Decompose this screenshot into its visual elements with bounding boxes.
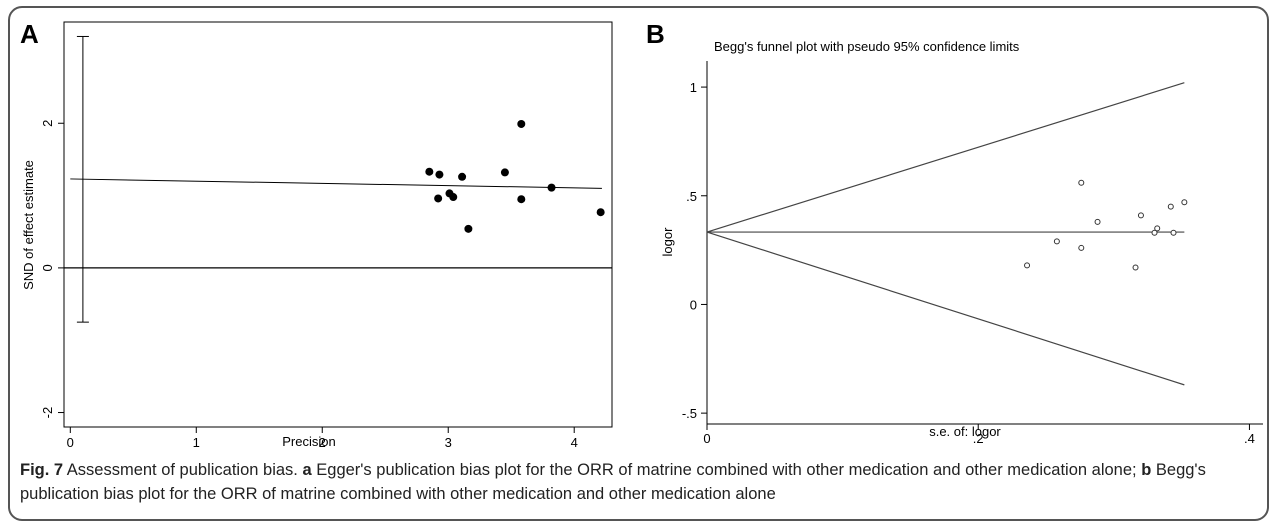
panel-a-x-axis-label: Precision	[282, 434, 335, 449]
caption-a-label: a	[302, 461, 312, 479]
figure-caption: Fig. 7 Assessment of publication bias. a…	[20, 458, 1265, 506]
caption-b-text: Begg's publication bias plot for the ORR…	[20, 461, 1206, 503]
panel-b-data-point	[1167, 203, 1174, 210]
panel-a-axes: 0 1 2 3 4 -2 0 2	[40, 120, 578, 450]
panel-a-data-point	[517, 195, 526, 204]
panel-b-y-tick-label: 1	[690, 80, 697, 95]
panel-b-data-point	[1132, 264, 1139, 271]
panel-a-points	[425, 119, 605, 233]
panel-b-lines	[706, 82, 1185, 386]
panel-a-plot-area	[63, 21, 613, 428]
panel-a-data-point	[449, 193, 458, 202]
panel-a-data-point	[434, 194, 443, 203]
figure-frame	[8, 6, 1269, 521]
panel-a-data-point	[425, 167, 434, 176]
caption-a-text: Egger's publication bias plot for the OR…	[311, 461, 1142, 479]
panel-b-x-tick-label: 0	[703, 431, 710, 446]
panel-b-title: Begg's funnel plot with pseudo 95% confi…	[714, 39, 1020, 54]
panel-b-lower-limit	[706, 231, 1185, 386]
panel-b-y-tick-label: .5	[686, 189, 697, 204]
panel-b-data-point	[1181, 199, 1188, 206]
panel-b-upper-limit	[706, 82, 1185, 233]
panel-a-data-point	[517, 119, 526, 128]
panel-a-regression-line	[70, 178, 602, 189]
panel-a-data-point	[435, 170, 444, 179]
panel-b-x-tick-label: .4	[1244, 431, 1255, 446]
panel-a-y-tick-label: 2	[40, 120, 55, 127]
panel-a-letter: A	[20, 19, 39, 49]
panel-a-x-tick-label: 1	[193, 435, 200, 450]
panel-a-x-tick-label: 3	[445, 435, 452, 450]
panel-b-y-axis-label: logor	[660, 227, 675, 257]
panel-b-data-point	[1094, 218, 1101, 225]
caption-title: Assessment of publication bias.	[63, 461, 303, 479]
caption-b-label: b	[1141, 461, 1152, 479]
caption-fig-label: Fig. 7	[20, 461, 64, 479]
panel-a-y-tick-label: -2	[40, 407, 55, 419]
panel-a-data-point	[458, 172, 467, 181]
panel-b-data-point	[1024, 262, 1031, 269]
panel-b-data-point	[1154, 225, 1161, 232]
panel-a-data-point	[596, 208, 605, 217]
panel-b-data-point	[1078, 179, 1085, 186]
panel-a-x-tick-label: 0	[67, 435, 74, 450]
panel-a-x-tick-label: 4	[571, 435, 578, 450]
panel-a-x-tick-label: 2	[319, 435, 326, 450]
panel-b-data-point	[1078, 244, 1085, 251]
panel-b-data-point	[1137, 212, 1144, 219]
panel-a-data-point	[547, 183, 556, 192]
panel-b-data-point	[1053, 238, 1060, 245]
panel-b-data-point	[1170, 229, 1177, 236]
panel-a-lines	[64, 35, 612, 323]
panel-b-y-tick-label: 0	[690, 297, 697, 312]
panel-b-axes: 0 .2 .4 -.5 0 .5 1	[682, 61, 1263, 446]
panel-b-x-tick-label: .2	[973, 431, 984, 446]
figure-charts: A 0 1 2 3 4 -2 0 2 Precision SND of effect esti…	[20, 19, 1263, 450]
panel-b-data-point	[1151, 229, 1158, 236]
panel-b-y-tick-label: -.5	[682, 406, 697, 421]
panel-a: A 0 1 2 3 4 -2 0 2 Precision SND of effect esti…	[20, 19, 613, 450]
panel-a-y-axis-label: SND of effect estimate	[21, 160, 36, 290]
panel-b-x-axis-label: s.e. of: logor	[929, 424, 1001, 439]
panel-a-y-tick-label: 0	[40, 264, 55, 271]
panel-a-data-point	[500, 168, 509, 177]
panel-a-data-point	[464, 224, 473, 233]
panel-b-letter: B	[646, 19, 665, 49]
panel-b: B Begg's funnel plot with pseudo 95% con…	[646, 19, 1263, 446]
panel-b-points	[1024, 179, 1188, 271]
